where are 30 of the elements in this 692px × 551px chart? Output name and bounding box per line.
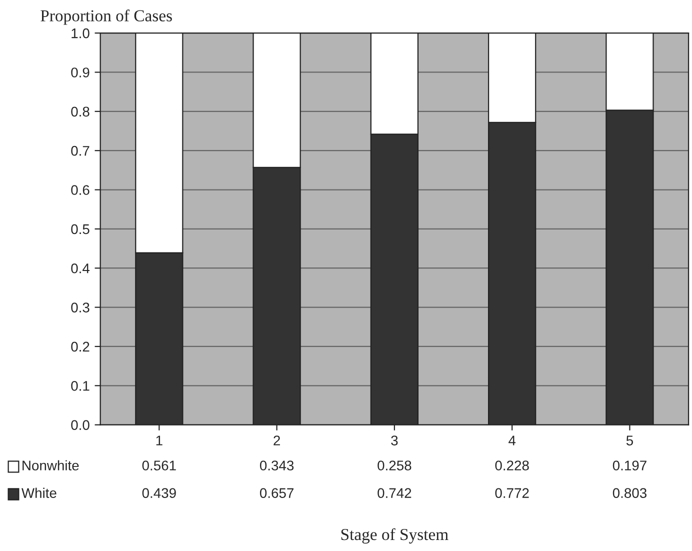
data-label: 0.561 (142, 460, 176, 470)
y-tick-label: 0.1 (71, 380, 90, 391)
y-tick-label: 0.5 (71, 224, 90, 234)
data-label: 0.742 (378, 488, 412, 498)
text: 1.0 (72, 28, 90, 38)
x-tick-label: 4 (508, 436, 516, 446)
text: 0.0 (71, 420, 90, 430)
data-label: 0.343 (260, 460, 294, 470)
x-tick-label: 1 (156, 436, 162, 446)
y-tick-label: 0.6 (71, 185, 90, 195)
data-label: 0.439 (142, 488, 176, 498)
y-tick-label: 0.9 (71, 68, 90, 78)
x-tick-label: 3 (391, 436, 398, 446)
legend-label: Nonwhite (22, 460, 79, 470)
y-tick-label: 0.8 (71, 106, 90, 117)
y-tick-label: 0.7 (71, 146, 90, 156)
y-tick-label: 0.4 (71, 263, 90, 274)
x-axis-title: Stage of System (341, 528, 448, 544)
y-tick-label: 0.3 (71, 302, 90, 312)
data-label: 0.803 (612, 488, 646, 498)
y-axis-title: Proportion of Cases (40, 10, 172, 25)
y-tick-label: 0.2 (71, 342, 90, 352)
x-tick-label: 2 (274, 436, 280, 446)
data-label: 0.772 (495, 488, 529, 498)
data-label: 0.657 (260, 488, 294, 498)
legend-label: White (22, 488, 56, 498)
x-tick-label: 5 (626, 436, 633, 446)
data-label: 0.258 (378, 460, 412, 470)
data-label: 0.197 (612, 460, 646, 470)
data-label: 0.228 (495, 460, 529, 470)
